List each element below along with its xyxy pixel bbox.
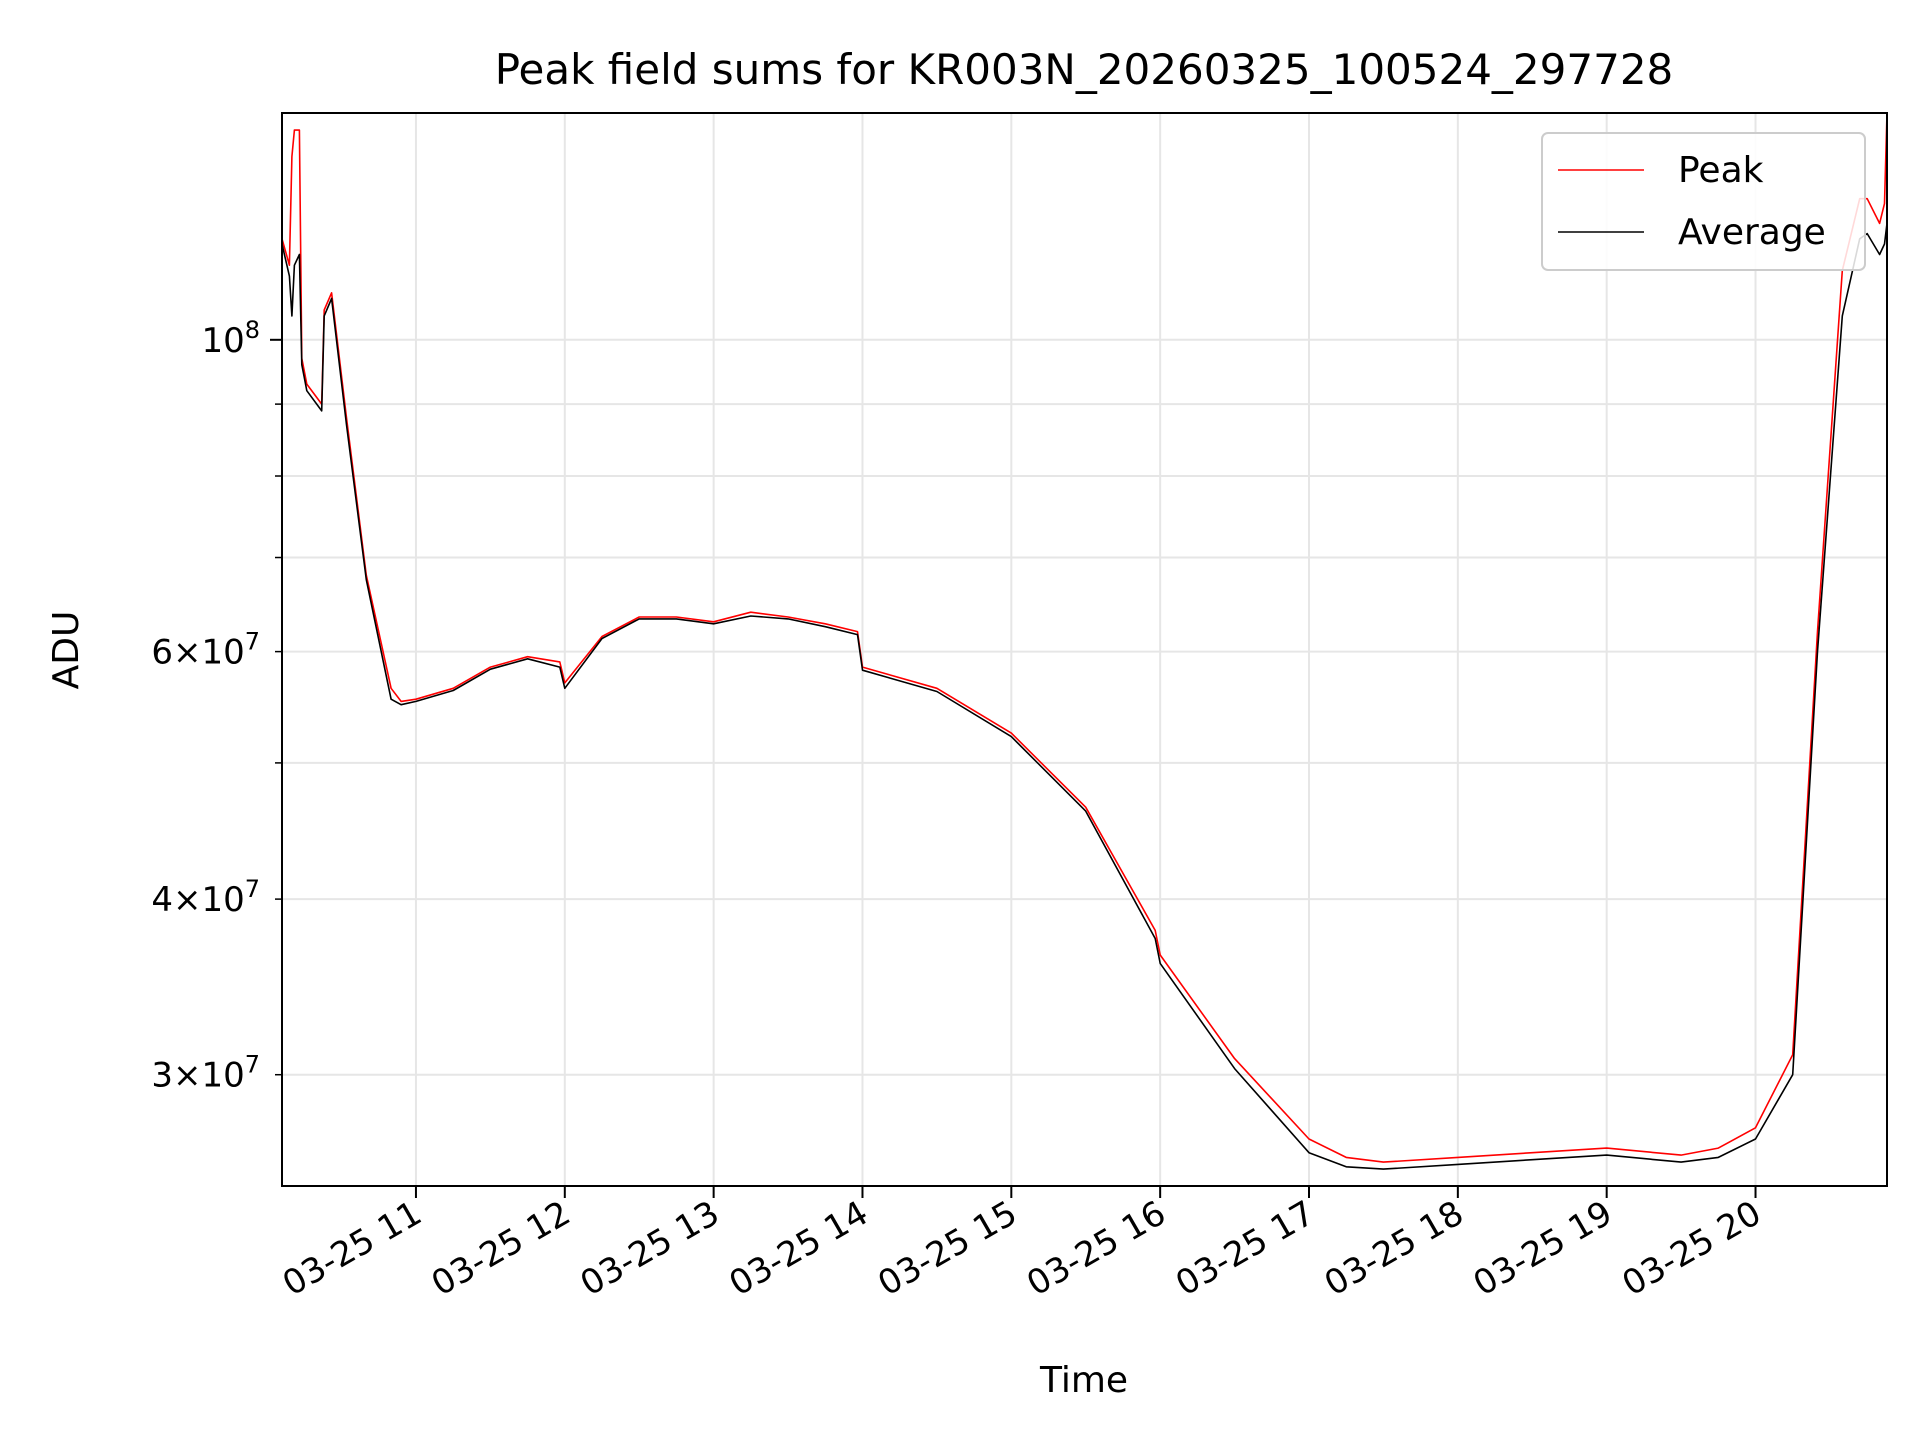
y-tick-label-base: 10 <box>201 1056 244 1096</box>
y-tick-label-times: × <box>173 633 202 673</box>
axes-frame <box>281 112 1888 1187</box>
y-tick-label-times: × <box>173 1056 202 1096</box>
x-axis-label: Time <box>1039 1360 1128 1401</box>
y-tick-label-base: 10 <box>201 321 244 361</box>
y-tick-label-exp: 7 <box>245 628 260 656</box>
y-tick-label: 4×107 <box>151 875 260 920</box>
y-axis-label: ADU <box>46 611 87 690</box>
grid-lines <box>282 113 1887 1186</box>
legend-box <box>1541 132 1866 271</box>
y-tick-label-times: × <box>173 880 202 920</box>
y-tick-label-base: 10 <box>201 633 244 673</box>
y-tick-label-base: 10 <box>201 880 244 920</box>
y-tick-label: 108 <box>201 316 260 361</box>
y-tick-label-mant: 3 <box>151 1056 173 1096</box>
y-tick-label-exp: 7 <box>245 875 260 903</box>
series-lines <box>282 113 1887 1170</box>
y-tick-label: 3×107 <box>151 1051 260 1096</box>
y-tick-label-exponent: 8 <box>245 316 260 344</box>
y-tick-label-mant: 6 <box>151 633 173 673</box>
chart-title: Peak field sums for KR003N_20260325_1005… <box>495 45 1674 94</box>
legend-label-peak: Peak <box>1678 150 1764 191</box>
legend-label-average: Average <box>1678 212 1826 253</box>
y-tick-label-exp: 7 <box>245 1051 260 1079</box>
y-tick-label: 6×107 <box>151 628 260 673</box>
legend: Peak Average <box>1541 132 1866 271</box>
y-tick-label-mant: 4 <box>151 880 173 920</box>
series-line-average <box>282 223 1887 1170</box>
